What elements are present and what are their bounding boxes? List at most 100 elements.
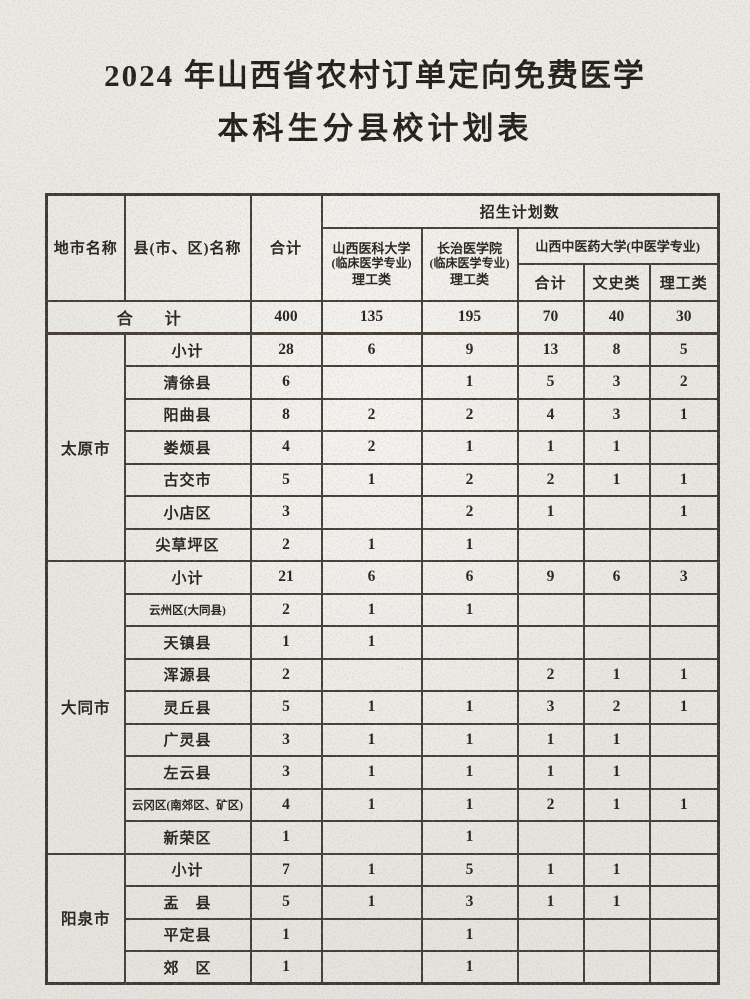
value-cell-0: 2: [249, 657, 323, 692]
document-title-line1: 2024 年山西省农村订单定向免费医学: [104, 58, 646, 93]
value-cell-4: 3: [582, 365, 651, 400]
value-cell-5: [648, 755, 720, 790]
value-cell-1: 1: [320, 625, 423, 660]
value-cell-3: [516, 527, 585, 562]
value-cell-2: 2: [420, 397, 519, 432]
table-row: 天镇县 1 1: [47, 625, 720, 660]
value-cell-3: 13: [516, 332, 585, 367]
value-cell-3: 9: [516, 560, 585, 595]
document-title: 2024 年山西省农村订单定向免费医学 本科生分县校计划表: [0, 50, 750, 148]
county-cell: 平定县: [123, 917, 252, 952]
value-cell-2: 2: [420, 495, 519, 530]
value-cell-3: 1: [516, 852, 585, 887]
value-cell-0: 3: [249, 722, 323, 757]
county-cell: 小店区: [123, 495, 252, 530]
school1-name: 山西医科大学: [332, 240, 411, 256]
city-cell: 阳泉市: [45, 852, 126, 985]
value-cell-2: 6: [420, 560, 519, 595]
table-row: 平定县 1 1: [47, 917, 720, 952]
county-cell: 小计: [123, 852, 252, 887]
value-cell-3: [516, 950, 585, 985]
value-cell-1: 1: [320, 527, 423, 562]
value-cell-3: 4: [516, 397, 585, 432]
value-cell-2: 1: [420, 950, 519, 985]
value-cell-2: 1: [420, 430, 519, 465]
value-cell-0: 6: [249, 365, 323, 400]
value-cell-1: 1: [320, 462, 423, 497]
value-cell-5: [648, 820, 720, 855]
county-cell: 新荣区: [123, 820, 252, 855]
plan-table-body: 合 计 400 135 195 70 40 30 太原市 小计 28 6 9 13 8 5 清徐县 6 1 5 3 2 阳…: [45, 299, 720, 985]
table-row: 左云县 3 1 1 1 1: [47, 755, 720, 790]
table-row: 娄烦县 4 2 1 1 1: [47, 430, 720, 465]
value-cell-1: [320, 917, 423, 952]
value-cell-5: [648, 950, 720, 985]
school1-major: (临床医学专业): [331, 256, 412, 271]
table-row: 新荣区 1 1: [47, 820, 720, 855]
col-header-school3-science: 理工类: [648, 262, 720, 302]
value-cell-2: 1: [420, 917, 519, 952]
col-header-total: 合计: [249, 193, 323, 302]
grand-total-value-0: 400: [249, 299, 323, 335]
value-cell-1: [320, 657, 423, 692]
value-cell-1: [320, 820, 423, 855]
county-cell: 左云县: [123, 755, 252, 790]
value-cell-4: 1: [582, 885, 651, 920]
value-cell-0: 1: [249, 950, 323, 985]
value-cell-2: 1: [420, 787, 519, 822]
value-cell-4: [582, 917, 651, 952]
value-cell-5: 5: [648, 332, 720, 367]
county-cell: 小计: [123, 560, 252, 595]
school2-major: (临床医学专业): [429, 256, 510, 271]
value-cell-2: 1: [420, 722, 519, 757]
value-cell-3: 1: [516, 495, 585, 530]
value-cell-1: 1: [320, 722, 423, 757]
value-cell-5: [648, 885, 720, 920]
value-cell-0: 8: [249, 397, 323, 432]
plan-table: 地市名称 县(市、区)名称 合计 招生计划数 山西医科大学 (临床医学专业) 理…: [45, 193, 721, 985]
value-cell-5: [648, 527, 720, 562]
value-cell-2: 1: [420, 592, 519, 627]
value-cell-1: [320, 950, 423, 985]
county-cell: 阳曲县: [123, 397, 252, 432]
value-cell-4: 6: [582, 560, 651, 595]
col-header-school1: 山西医科大学 (临床医学专业) 理工类: [320, 226, 423, 302]
county-cell: 天镇县: [123, 625, 252, 660]
value-cell-5: 1: [648, 397, 720, 432]
value-cell-0: 21: [249, 560, 323, 595]
value-cell-0: 7: [249, 852, 323, 887]
grand-total-value-1: 135: [320, 299, 423, 335]
value-cell-3: 1: [516, 430, 585, 465]
table-row: 云冈区(南郊区、矿区) 4 1 1 2 1 1: [47, 787, 720, 822]
value-cell-3: 3: [516, 690, 585, 725]
table-row: 浑源县 2 2 1 1: [47, 657, 720, 692]
value-cell-3: 2: [516, 462, 585, 497]
value-cell-2: 1: [420, 365, 519, 400]
county-cell: 云冈区(南郊区、矿区): [123, 787, 252, 822]
value-cell-0: 5: [249, 690, 323, 725]
county-cell: 郊 区: [123, 950, 252, 985]
document-title-line2: 本科生分县校计划表: [217, 111, 533, 146]
school2-name: 长治医学院: [436, 240, 502, 256]
value-cell-3: 5: [516, 365, 585, 400]
value-cell-0: 2: [249, 592, 323, 627]
value-cell-4: 2: [582, 690, 651, 725]
grand-total-row: 合 计 400 135 195 70 40 30: [45, 299, 720, 335]
value-cell-3: [516, 917, 585, 952]
value-cell-2: 1: [420, 527, 519, 562]
value-cell-4: 1: [582, 852, 651, 887]
value-cell-0: 2: [249, 527, 323, 562]
col-header-school3-total: 合计: [516, 262, 585, 302]
value-cell-1: 6: [320, 560, 423, 595]
value-cell-5: 1: [648, 495, 720, 530]
value-cell-3: 1: [516, 755, 585, 790]
value-cell-5: 1: [648, 462, 720, 497]
county-cell: 浑源县: [123, 657, 252, 692]
county-cell: 清徐县: [123, 365, 252, 400]
value-cell-1: 1: [320, 755, 423, 790]
value-cell-3: 2: [516, 657, 585, 692]
table-row: 古交市 5 1 2 2 1 1: [47, 462, 720, 497]
value-cell-4: [582, 592, 651, 627]
table-row: 太原市 小计 28 6 9 13 8 5: [45, 332, 720, 562]
value-cell-5: [648, 852, 720, 887]
